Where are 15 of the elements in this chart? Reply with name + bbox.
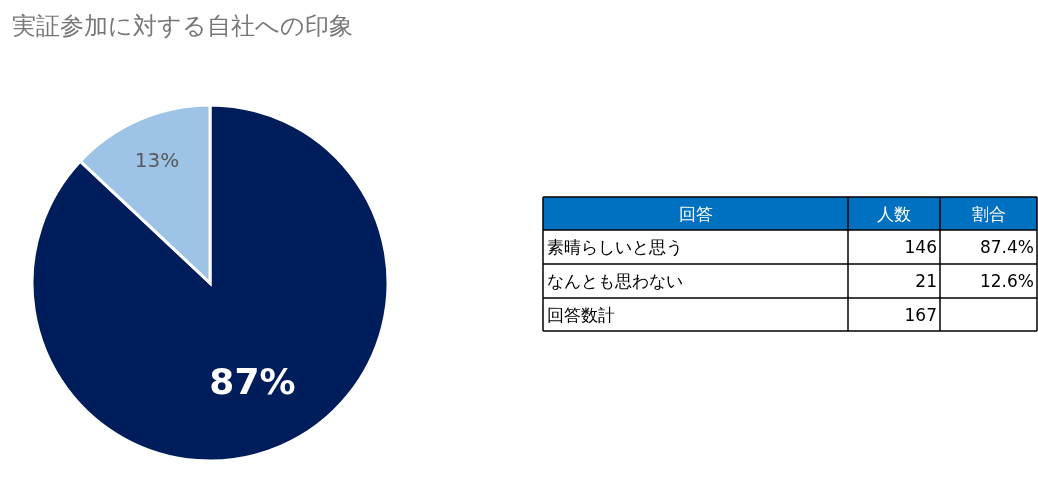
category-label: 人数 bbox=[877, 203, 911, 224]
category-label: なんとも思わない bbox=[547, 271, 683, 291]
text: 回答 bbox=[678, 203, 713, 224]
category-label: 割合 bbox=[971, 203, 1006, 224]
data-label: 13% bbox=[134, 148, 180, 173]
category-label: 素晴らしいと思う bbox=[547, 237, 683, 257]
text: 12.6% bbox=[979, 271, 1034, 291]
text: 167 bbox=[904, 304, 937, 325]
text: 87.4% bbox=[979, 237, 1034, 257]
chart-title: 実証参加に対する自社への印象 bbox=[12, 12, 353, 40]
pie-slice bbox=[30, 103, 390, 463]
data-label: 87% bbox=[209, 360, 296, 402]
category-label: 回答数計 bbox=[547, 304, 615, 325]
text: 146 bbox=[904, 237, 937, 257]
text: 21 bbox=[915, 271, 937, 291]
